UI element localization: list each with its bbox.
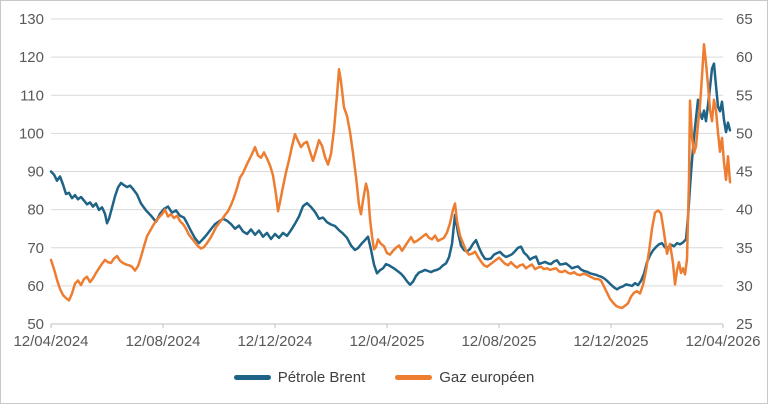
x-axis-label-4: 12/08/2025 — [461, 333, 536, 350]
y-axis-left-label-130: 130 — [19, 11, 44, 28]
y-axis-left-label-80: 80 — [27, 202, 44, 219]
chart-legend: Pétrole Brent Gaz européen — [1, 369, 767, 386]
x-axis-label-0: 12/04/2024 — [13, 333, 88, 350]
y-axis-right-label-65: 65 — [736, 11, 753, 28]
series-line-gaz — [49, 42, 732, 310]
y-axis-right-label-60: 60 — [736, 49, 753, 66]
y-axis-right-label-25: 25 — [736, 316, 753, 333]
legend-label-brent: Pétrole Brent — [277, 369, 366, 386]
y-axis-right-label-40: 40 — [736, 202, 753, 219]
y-axis-left-label-50: 50 — [27, 316, 44, 333]
y-axis-right-label-35: 35 — [736, 240, 753, 257]
x-axis-label-6: 12/04/2026 — [685, 333, 760, 350]
y-axis-left-label-100: 100 — [19, 125, 44, 142]
x-axis-label-3: 12/04/2025 — [349, 333, 424, 350]
y-axis-left-label-90: 90 — [27, 164, 44, 181]
x-axis-label-1: 12/08/2024 — [125, 333, 200, 350]
y-axis-right-label-45: 45 — [736, 164, 753, 181]
y-axis-left-label-70: 70 — [27, 240, 44, 257]
y-axis-right-label-55: 55 — [736, 87, 753, 104]
y-axis-left-label-120: 120 — [19, 49, 44, 66]
gaz-line-swatch — [395, 375, 433, 380]
legend-label-gaz: Gaz européen — [439, 369, 535, 386]
x-axis-label-5: 12/12/2025 — [573, 333, 648, 350]
x-axis-label-2: 12/12/2024 — [237, 333, 312, 350]
y-axis-left-label-60: 60 — [27, 278, 44, 295]
y-axis-right-label-50: 50 — [736, 125, 753, 142]
legend-item-gaz: Gaz européen — [395, 369, 534, 386]
brent-line-swatch — [233, 375, 271, 380]
y-axis-right-label-30: 30 — [736, 278, 753, 295]
legend-item-brent: Pétrole Brent — [233, 369, 366, 386]
y-axis-left-label-110: 110 — [20, 87, 44, 104]
